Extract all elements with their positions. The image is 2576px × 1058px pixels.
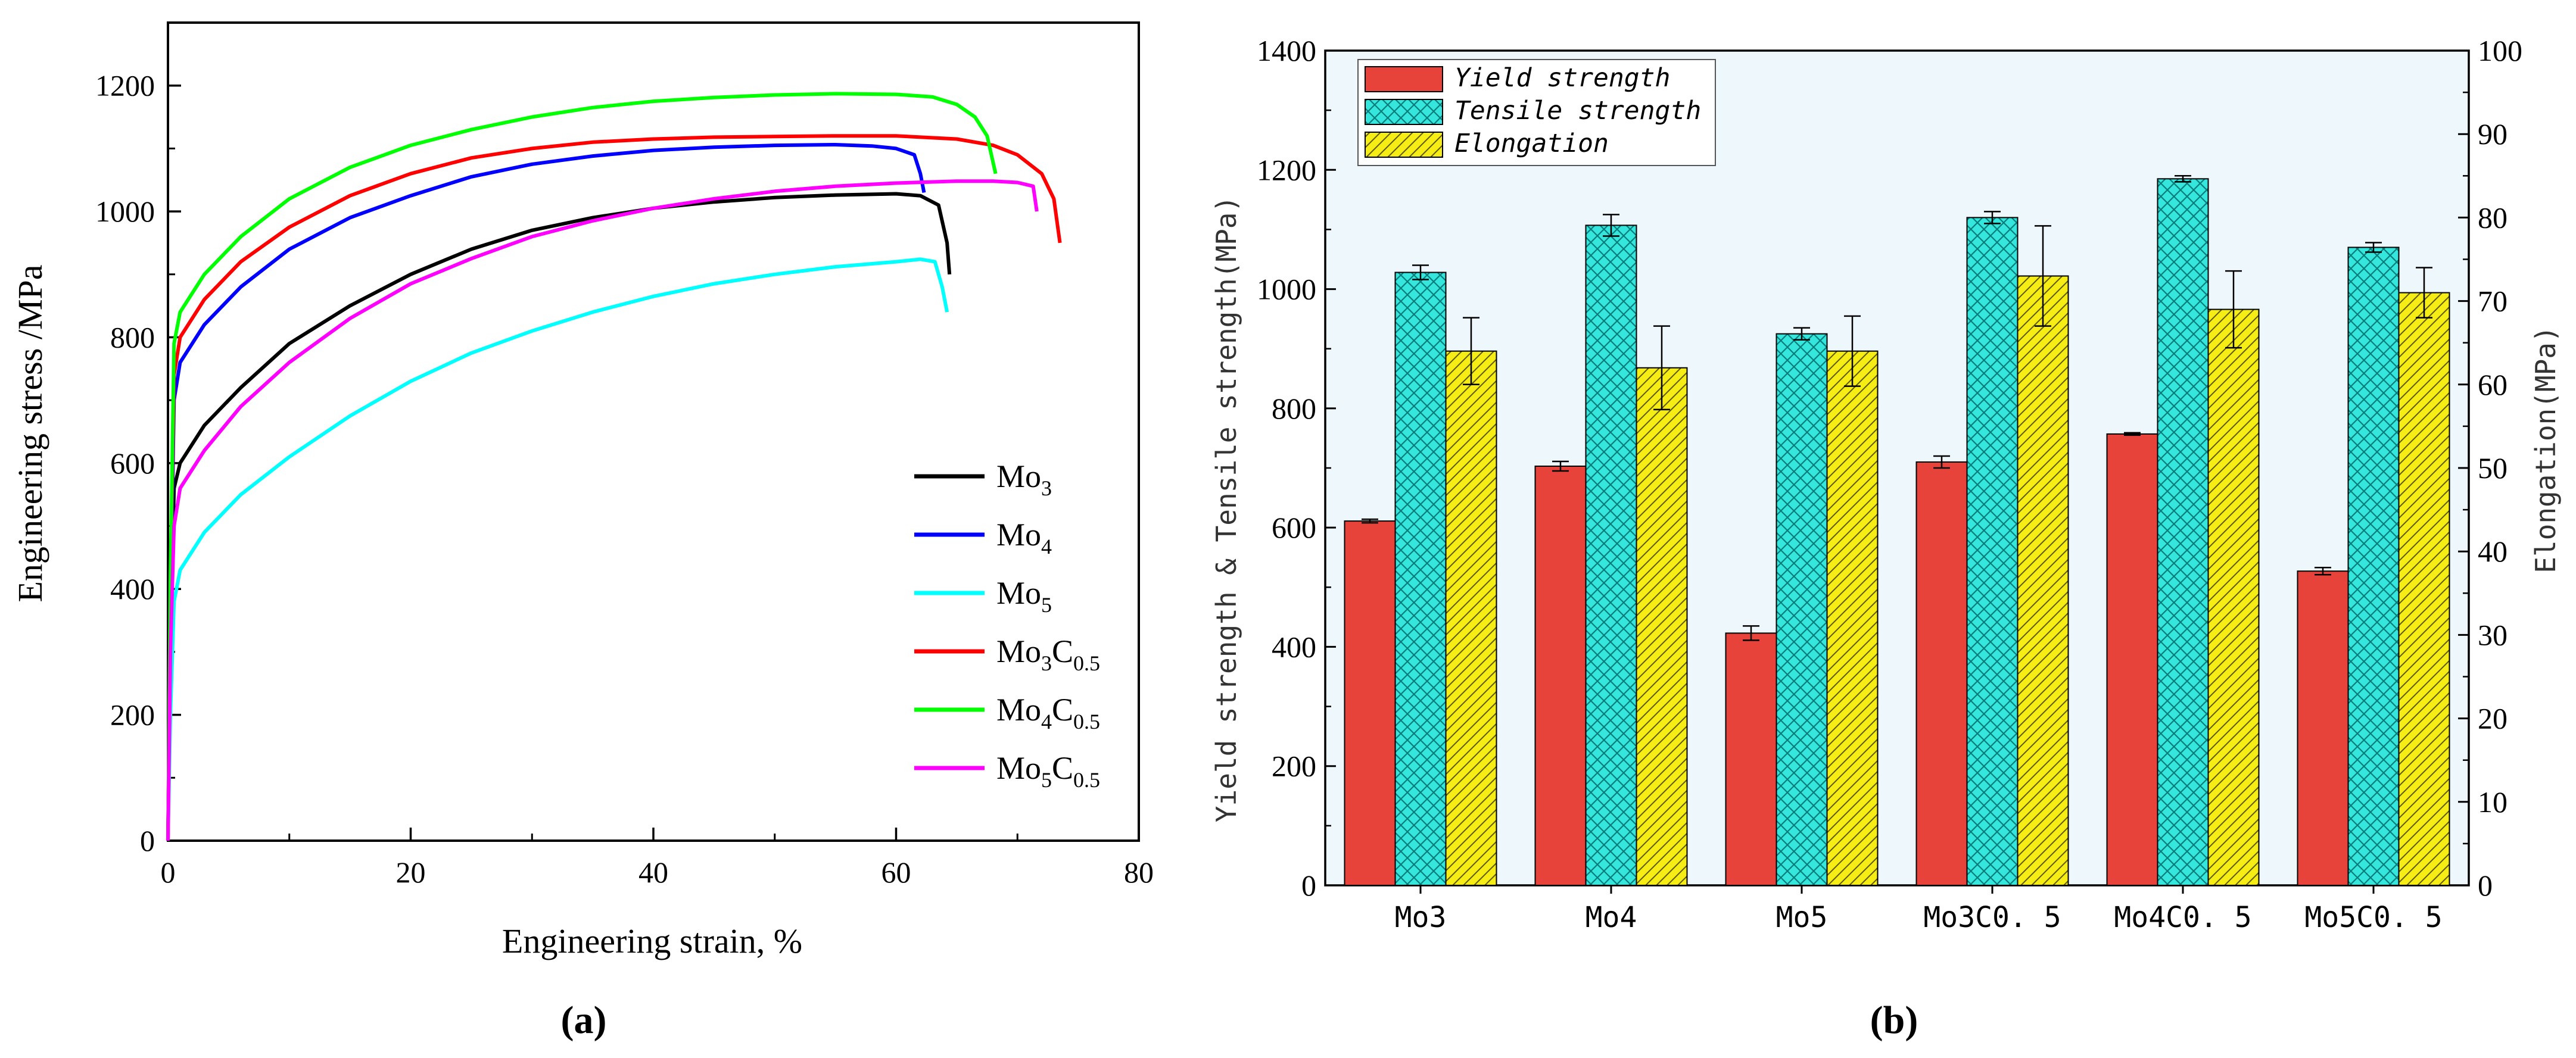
- y2-tick-label: 80: [2478, 201, 2508, 234]
- bar-elongation: [1445, 350, 1497, 886]
- series-line-Mo3: [166, 192, 952, 841]
- x-tick-label: 80: [1124, 856, 1154, 889]
- chart-b-y2-axis-title: Elongation(MPa): [2530, 326, 2562, 573]
- bar-yield-strength: [1725, 632, 1777, 887]
- bar-tensile-strength: [2347, 246, 2400, 886]
- x-tick-label: Mo5: [1776, 901, 1828, 934]
- chart-a-x-axis-title: Engineering strain, %: [502, 922, 802, 960]
- x-tick-label: Mo3: [1395, 901, 1447, 934]
- y-tick-label: 400: [1272, 630, 1316, 663]
- chart-a-legend: Mo3 Mo4 Mo5 Mo3C0.5 Mo4C0.5 Mo5C0.5: [914, 458, 1100, 792]
- y-tick-label: 800: [110, 320, 155, 354]
- y-tick-label: 200: [1272, 750, 1316, 783]
- y-tick-label: 600: [110, 447, 155, 480]
- chart-a-y-axis-title: Engineering stress /MPa: [11, 264, 49, 602]
- series-line-Mo5: [166, 257, 949, 841]
- chart-b-caption: (b): [1870, 998, 1918, 1042]
- y-tick-label: 1200: [1257, 153, 1316, 186]
- chart-b-frame: [1324, 49, 2470, 887]
- bar-yield-strength: [1915, 461, 1968, 886]
- y2-tick-label: 50: [2478, 451, 2508, 485]
- bar-tensile-strength: [1585, 224, 1637, 886]
- series-line-Mo5C0.5: [166, 179, 1039, 841]
- chart-a-series: [166, 92, 1062, 841]
- bar-elongation: [1636, 367, 1688, 886]
- y2-tick-label: 0: [2478, 869, 2493, 902]
- bar-yield-strength: [2106, 433, 2158, 886]
- chart-b-bars: [1344, 175, 2450, 887]
- y-tick-label: 200: [110, 698, 155, 732]
- chart-b-axes: 0 200 400 600 800 1000 1200 1400 0 10 20 30 40 50 60 70…: [1257, 34, 2522, 934]
- y-tick-label: 1000: [95, 195, 155, 228]
- legend-swatch: [1365, 99, 1443, 125]
- x-tick-label: Mo4C0. 5: [2114, 901, 2251, 934]
- strength-elongation-bar-chart: 0 200 400 600 800 1000 1200 1400 0 10 20 30 40 50 60 70…: [1210, 34, 2562, 1042]
- x-tick-label: 60: [881, 856, 911, 889]
- series-line-Mo3C0.5: [166, 134, 1062, 841]
- x-tick-label: Mo3C0. 5: [1923, 901, 2061, 934]
- y2-tick-label: 70: [2478, 285, 2508, 318]
- bar-tensile-strength: [1776, 333, 1828, 886]
- x-tick-label: Mo5C0. 5: [2304, 901, 2442, 934]
- bar-yield-strength: [2297, 570, 2349, 886]
- legend-label: Mo5: [996, 575, 1052, 617]
- legend-label: Mo5C0.5: [996, 750, 1100, 792]
- y-tick-label: 1000: [1257, 273, 1316, 306]
- x-tick-label: Mo4: [1586, 901, 1637, 934]
- legend-label: Elongation: [1454, 129, 1609, 158]
- bar-yield-strength: [1344, 520, 1396, 886]
- chart-b-plot-bg: [1325, 51, 2469, 885]
- bar-elongation: [2017, 275, 2069, 887]
- chart-a-caption: (a): [561, 998, 607, 1042]
- legend-label: Mo3: [996, 458, 1052, 500]
- bar-tensile-strength: [2157, 178, 2209, 886]
- y-tick-label: 400: [110, 572, 155, 606]
- y2-tick-label: 60: [2478, 368, 2508, 401]
- y2-tick-label: 20: [2478, 702, 2508, 735]
- legend-label: Yield strength: [1454, 63, 1670, 93]
- legend-swatch: [1365, 132, 1443, 158]
- bar-elongation: [2207, 308, 2260, 886]
- y2-tick-label: 40: [2478, 535, 2508, 568]
- y-tick-label: 600: [1272, 511, 1316, 544]
- legend-swatch: [1365, 66, 1443, 92]
- y-tick-label: 0: [1301, 869, 1316, 902]
- y2-tick-label: 100: [2478, 34, 2522, 67]
- y2-tick-label: 30: [2478, 618, 2508, 651]
- legend-label: Mo4: [996, 517, 1052, 558]
- y-tick-label: 1200: [95, 69, 155, 102]
- legend-label: Mo4C0.5: [996, 692, 1100, 734]
- y-tick-label: 1400: [1257, 34, 1316, 67]
- bar-elongation: [1826, 350, 1879, 886]
- bar-tensile-strength: [1966, 217, 2019, 886]
- y-tick-label: 800: [1272, 392, 1316, 425]
- series-line-Mo4: [166, 143, 926, 841]
- chart-b-y-axis-title: Yield strength & Tensile strength(MPa): [1210, 196, 1242, 822]
- bar-elongation: [2398, 292, 2450, 886]
- x-tick-label: 0: [161, 856, 176, 889]
- bar-yield-strength: [1534, 465, 1587, 886]
- legend-label: Tensile strength: [1454, 96, 1701, 126]
- y2-tick-label: 10: [2478, 785, 2508, 819]
- series-line-Mo4C0.5: [166, 92, 998, 841]
- x-tick-label: 40: [638, 856, 668, 889]
- x-tick-label: 20: [396, 856, 426, 889]
- y2-tick-label: 90: [2478, 117, 2508, 151]
- legend-label: Mo3C0.5: [996, 633, 1100, 675]
- y-tick-label: 0: [140, 824, 155, 857]
- bar-tensile-strength: [1394, 271, 1447, 887]
